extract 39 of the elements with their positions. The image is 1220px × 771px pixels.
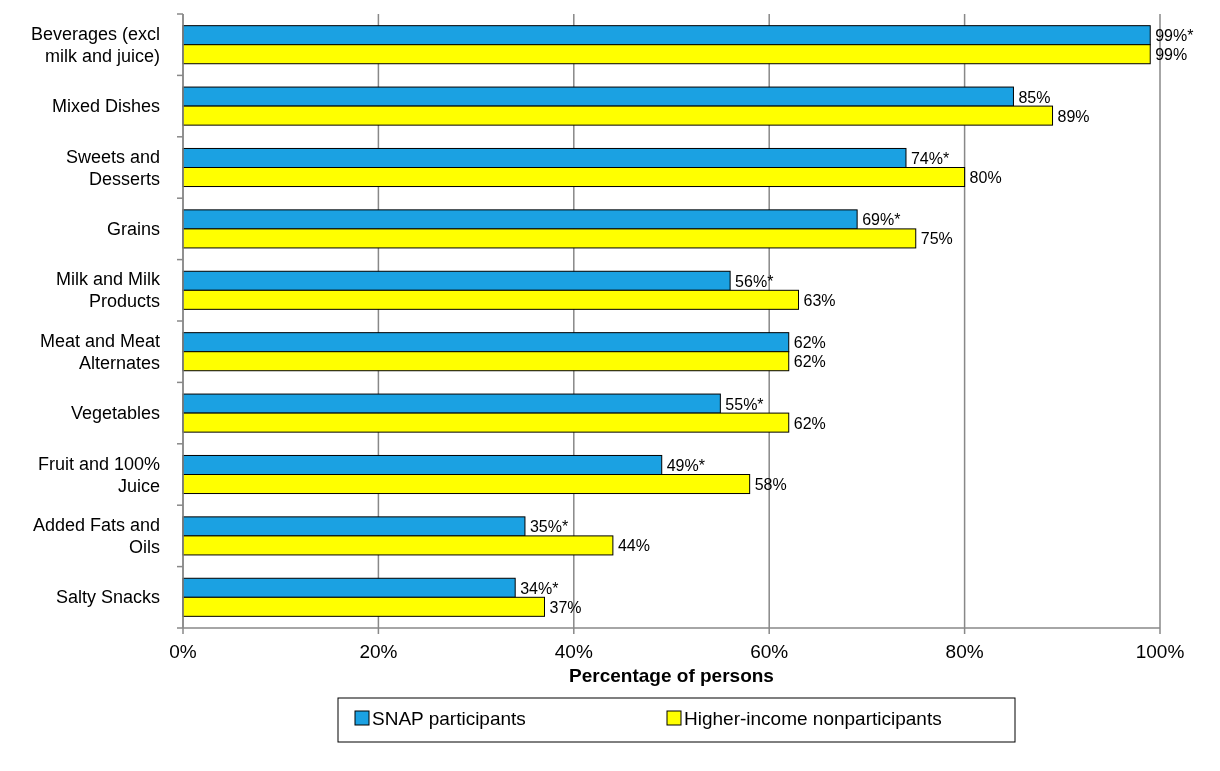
- data-label: 63%: [803, 291, 836, 309]
- data-label: 85%: [1018, 88, 1051, 106]
- data-label: 44%: [617, 537, 650, 555]
- y-tick-label: Added Fats and Oils: [32, 514, 160, 557]
- data-label: 37%: [549, 598, 582, 616]
- y-tick-label: Meat and Meat Alternates: [39, 330, 160, 373]
- x-tick-label: 100%: [1135, 641, 1185, 662]
- x-tick-label: 40%: [554, 641, 593, 662]
- legend-label: Higher-income nonparticipants: [684, 708, 942, 729]
- data-label: 62%: [793, 414, 826, 432]
- y-tick-label: Mixed Dishes: [51, 96, 160, 117]
- data-label: 58%: [754, 476, 787, 494]
- y-tick-label: Salty Snacks: [55, 587, 160, 608]
- y-tick-label: Grains: [106, 218, 160, 239]
- x-tick-label: 20%: [359, 641, 398, 662]
- y-tick-label: Milk and Milk Products: [55, 269, 161, 312]
- data-label: 74%*: [910, 149, 950, 167]
- data-label: 80%: [969, 169, 1002, 187]
- y-tick-label: Beverages (excl milk and juice): [30, 23, 160, 66]
- data-label: 55%*: [725, 395, 764, 413]
- data-label: 62%: [793, 353, 826, 371]
- data-label: 62%: [793, 334, 826, 352]
- x-tick-label: 60%: [750, 641, 789, 662]
- legend-label: SNAP participants: [372, 708, 526, 729]
- x-tick-label: 80%: [945, 641, 984, 662]
- x-tick-label: 0%: [169, 641, 197, 662]
- data-label: 89%: [1057, 107, 1090, 125]
- y-tick-label: Fruit and 100% Juice: [37, 453, 160, 496]
- data-label: 75%: [920, 230, 953, 248]
- y-tick-label: Vegetables: [70, 403, 160, 424]
- x-axis-title: Percentage of persons: [569, 665, 774, 686]
- data-label: 99%*: [1155, 27, 1194, 45]
- data-label: 69%*: [862, 211, 901, 229]
- data-label: 35%*: [529, 518, 569, 536]
- data-label: 34%*: [520, 579, 559, 597]
- data-label: 49%*: [666, 456, 705, 474]
- y-tick-label: Sweets and Desserts: [65, 146, 160, 189]
- data-label: 56%*: [735, 272, 774, 290]
- data-label: 99%: [1155, 46, 1188, 64]
